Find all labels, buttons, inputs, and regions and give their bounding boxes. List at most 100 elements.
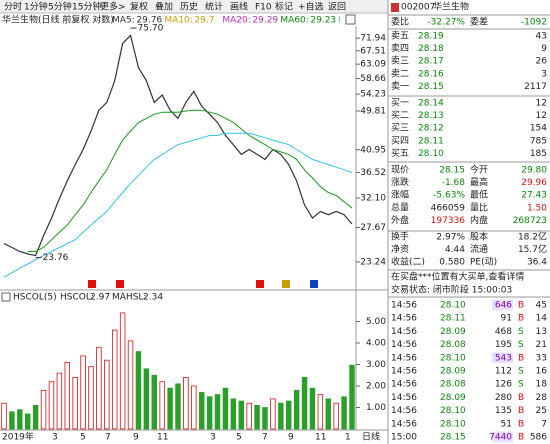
stat-value: 29.96 bbox=[521, 178, 547, 188]
trade-count: 18 bbox=[536, 380, 548, 390]
stat-value: 36.4 bbox=[527, 258, 547, 268]
event-marker[interactable] bbox=[256, 280, 264, 288]
volume-bar bbox=[309, 387, 316, 430]
stat-label: 涨跌 bbox=[391, 177, 409, 188]
value: -1092 bbox=[521, 18, 547, 28]
volume-bar bbox=[286, 400, 292, 430]
trade-time: 14:56 bbox=[391, 353, 417, 363]
toolbar-button[interactable]: F10 bbox=[255, 3, 272, 13]
notice[interactable]: 在买盘***位置有大买单,查看详情 bbox=[391, 271, 524, 283]
trade-volume: 91 bbox=[501, 314, 512, 324]
stat-value: 29.80 bbox=[521, 166, 547, 176]
x-tick-label: 7 bbox=[105, 433, 111, 443]
toolbar-button[interactable]: 历史 bbox=[180, 1, 198, 13]
x-tick-label: 5 bbox=[236, 433, 242, 443]
trade-time: 14:56 bbox=[391, 380, 417, 390]
x-tick-label: 9 bbox=[133, 433, 139, 443]
y-tick-label: 54.23 bbox=[360, 90, 386, 100]
indicator: MAHSL: bbox=[112, 293, 146, 303]
order-label: 卖一 bbox=[391, 81, 409, 92]
trade-side: S bbox=[518, 327, 524, 337]
order-volume: 26 bbox=[536, 57, 548, 67]
order-label: 买二 bbox=[391, 110, 409, 121]
trade-price: 28.08 bbox=[440, 340, 466, 350]
toggle-button[interactable] bbox=[1, 292, 11, 302]
toolbar-button[interactable]: 返回 bbox=[328, 1, 346, 13]
stat-value: 27.43 bbox=[521, 191, 547, 201]
order-label: 卖三 bbox=[391, 56, 409, 67]
event-marker[interactable] bbox=[282, 280, 290, 288]
toolbar-button[interactable]: 15分钟 bbox=[72, 1, 101, 13]
x-tick-label: 9 bbox=[288, 433, 294, 443]
volume-bar bbox=[333, 402, 339, 430]
event-marker[interactable] bbox=[116, 280, 124, 288]
volume-bar bbox=[262, 407, 268, 430]
price-line bbox=[3, 34, 353, 257]
trade-side: B bbox=[518, 353, 524, 363]
trade-price: 28.09 bbox=[440, 367, 466, 377]
x-tick-label: 11 bbox=[315, 433, 326, 443]
volume-bar bbox=[112, 329, 118, 430]
stat-value: 4.44 bbox=[445, 245, 465, 255]
toolbar-button[interactable]: 叠加 bbox=[155, 2, 173, 13]
trade-count: 25 bbox=[536, 406, 547, 416]
trade-side: S bbox=[518, 340, 524, 350]
trade-volume: 51 bbox=[501, 419, 512, 429]
toolbar-button[interactable]: 分时 bbox=[4, 1, 22, 13]
volume-bar bbox=[48, 381, 55, 430]
order-volume: 3 bbox=[541, 69, 547, 79]
toolbar-button[interactable]: 标记 bbox=[275, 1, 293, 13]
trade-price: 28.10 bbox=[440, 406, 466, 416]
stat-label: PE(动) bbox=[470, 257, 497, 268]
close-button[interactable] bbox=[345, 14, 356, 25]
price-line bbox=[27, 109, 353, 252]
volume-bar bbox=[341, 396, 347, 430]
toolbar-button[interactable]: 1分钟 bbox=[24, 1, 48, 13]
indicator: HSCOL: bbox=[60, 293, 94, 303]
order-label: 买一 bbox=[391, 98, 409, 109]
event-marker[interactable] bbox=[310, 280, 318, 288]
volume-bar bbox=[56, 372, 63, 430]
trade-volume: 468 bbox=[495, 327, 512, 337]
volume-bar bbox=[270, 398, 276, 430]
trade-volume: 135 bbox=[495, 406, 512, 416]
volume-bar bbox=[135, 351, 142, 430]
volume-bar bbox=[206, 396, 213, 430]
toolbar-button[interactable]: 画线 bbox=[230, 1, 248, 13]
trade-side: B bbox=[518, 406, 524, 416]
toolbar-button[interactable]: +自选 bbox=[298, 1, 324, 13]
y-tick-label: 36.52 bbox=[360, 168, 386, 178]
stat-label: 净资 bbox=[391, 243, 409, 255]
order-volume: 12 bbox=[536, 99, 547, 109]
event-marker[interactable] bbox=[88, 280, 96, 288]
y-tick-label: 58.66 bbox=[360, 74, 386, 84]
trade-volume: 646 bbox=[495, 301, 512, 311]
volume-bar bbox=[88, 366, 94, 430]
toolbar-button[interactable]: 复权 bbox=[130, 1, 148, 13]
trade-time: 14:56 bbox=[391, 340, 417, 350]
annotation-label: 75.70 bbox=[138, 24, 164, 34]
x-tick-label: 11 bbox=[157, 433, 168, 443]
trade-time: 15:00 bbox=[391, 433, 417, 443]
volume-bar bbox=[72, 376, 78, 430]
x-tick-label: 3 bbox=[52, 433, 58, 443]
volume-bar bbox=[64, 361, 70, 430]
stat-label: 外盘 bbox=[391, 214, 409, 226]
indicator: 2.34 bbox=[143, 293, 163, 303]
toolbar-button[interactable]: 5分钟 bbox=[48, 1, 72, 13]
y-tick-label: 23.24 bbox=[360, 257, 386, 267]
trade-time: 14:56 bbox=[391, 314, 417, 324]
volume-bar bbox=[278, 402, 284, 430]
volume-bar bbox=[254, 404, 260, 430]
toolbar-button[interactable]: 统计 bbox=[205, 1, 223, 13]
toolbar-button[interactable]: 更多> bbox=[100, 1, 126, 13]
trade-volume: 126 bbox=[495, 380, 512, 390]
trade-time: 14:56 bbox=[391, 327, 417, 337]
volume-bar bbox=[17, 409, 23, 430]
indicator: MA20: bbox=[222, 16, 250, 26]
volume-bar bbox=[293, 389, 300, 430]
volume-bar bbox=[175, 383, 181, 430]
order-volume: 12 bbox=[536, 111, 547, 121]
